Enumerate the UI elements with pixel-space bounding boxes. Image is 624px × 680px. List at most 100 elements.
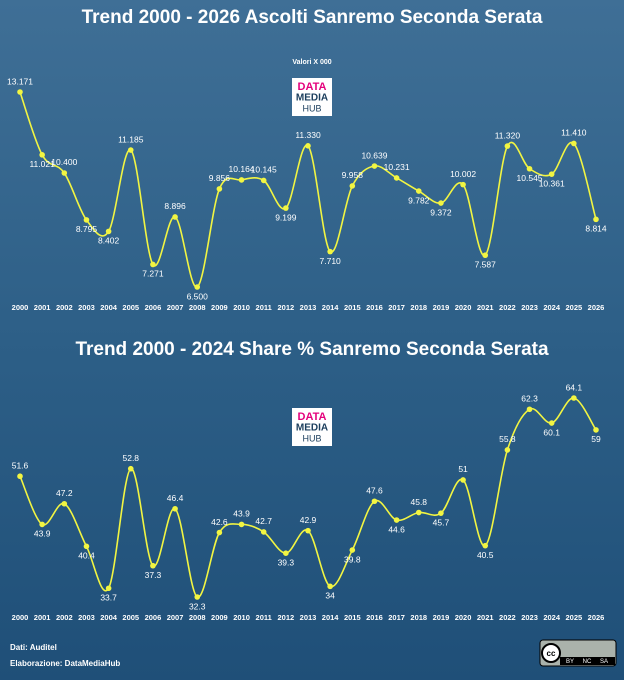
data-point	[460, 477, 466, 483]
data-point	[127, 465, 134, 472]
data-point	[17, 473, 23, 480]
logo-hub: HUB	[302, 433, 321, 443]
x-tick-label: 2011	[256, 303, 272, 312]
data-point	[39, 152, 45, 158]
data-label: 11.021	[29, 159, 55, 169]
data-label: 40.5	[477, 550, 494, 560]
data-label: 11.410	[561, 128, 587, 138]
data-label: 32.3	[189, 601, 206, 611]
badge-circle	[541, 643, 561, 663]
data-point	[194, 284, 201, 290]
x-tick-label: 2018	[410, 613, 427, 622]
data-label: 6.500	[187, 291, 209, 301]
data-point	[393, 517, 400, 523]
x-tick-label: 2003	[78, 303, 95, 312]
data-label: 9.958	[342, 170, 364, 180]
data-point	[105, 585, 112, 592]
data-point	[504, 143, 511, 149]
data-label: 13.171	[7, 76, 33, 86]
data-label: 7.587	[475, 259, 497, 269]
data-point	[482, 252, 489, 259]
chart-title: Trend 2000 - 2026 Ascolti Sanremo Second…	[82, 7, 543, 28]
logo-media: MEDIA	[296, 93, 328, 104]
x-tick-label: 2024	[543, 613, 561, 622]
license-badge: cc BY NC SA	[539, 639, 617, 667]
data-point	[349, 183, 356, 189]
data-label: 52.8	[122, 453, 139, 463]
data-point	[593, 216, 599, 223]
data-label: 10.639	[361, 150, 387, 160]
data-point	[415, 509, 422, 516]
data-point	[371, 498, 378, 505]
x-tick-label: 2015	[344, 303, 361, 312]
data-point	[327, 583, 333, 590]
data-point	[260, 177, 267, 184]
logo-media: MEDIA	[296, 423, 328, 434]
badge-sa: SA	[600, 659, 608, 665]
data-point	[305, 143, 311, 149]
data-point	[216, 186, 223, 192]
data-label: 11.330	[295, 130, 321, 140]
data-point	[504, 447, 511, 453]
data-label: 45.7	[433, 517, 450, 527]
x-tick-label: 2020	[455, 613, 472, 622]
x-tick-label: 2017	[388, 303, 405, 312]
badge-strip	[560, 657, 615, 665]
data-label: 42.9	[300, 515, 317, 525]
data-label: 8.795	[76, 224, 98, 234]
x-tick-label: 2004	[100, 303, 118, 312]
x-tick-label: 2011	[256, 613, 272, 622]
data-point	[61, 170, 68, 176]
x-tick-label: 2000	[12, 613, 29, 622]
data-label: 10.002	[450, 169, 476, 179]
x-tick-label: 2012	[278, 303, 295, 312]
data-point	[83, 543, 90, 550]
data-label: 7.271	[142, 269, 164, 279]
x-tick-label: 2001	[34, 303, 51, 312]
x-tick-label: 2004	[100, 613, 118, 622]
data-label: 10.545	[517, 173, 543, 183]
x-tick-label: 2002	[56, 303, 73, 312]
badge-cc: cc	[547, 649, 556, 658]
x-tick-label: 2022	[499, 613, 516, 622]
data-label: 43.9	[34, 529, 51, 539]
credit-note: Elaborazione: DataMediaHub	[10, 659, 120, 668]
badge-by: BY	[566, 659, 574, 665]
data-point	[238, 521, 245, 528]
data-label: 42.7	[255, 516, 272, 526]
data-point	[438, 200, 444, 206]
data-label: 46.4	[167, 493, 184, 503]
x-tick-label: 2016	[366, 303, 383, 312]
logo-data: DATA	[298, 81, 327, 93]
x-tick-label: 2010	[233, 303, 250, 312]
data-label: 62.3	[521, 394, 538, 404]
data-label: 64.1	[566, 382, 583, 392]
data-label: 10.361	[539, 178, 565, 188]
data-point	[438, 510, 444, 516]
data-point	[172, 214, 178, 220]
data-point	[260, 529, 267, 535]
data-point	[349, 547, 356, 553]
data-point	[105, 228, 112, 235]
data-point	[371, 163, 378, 169]
data-point	[238, 177, 245, 183]
data-label: 45.8	[410, 497, 427, 507]
x-tick-label: 2020	[455, 303, 472, 312]
x-tick-label: 2014	[322, 613, 340, 622]
data-point	[305, 527, 311, 534]
data-point	[283, 550, 289, 556]
x-tick-label: 2008	[189, 613, 206, 622]
source-note: Dati: Auditel	[10, 643, 57, 652]
data-point	[283, 205, 289, 211]
x-tick-label: 2024	[543, 303, 561, 312]
x-tick-label: 2014	[322, 303, 340, 312]
data-point	[415, 188, 422, 194]
data-point	[61, 500, 68, 507]
data-label: 60.1	[543, 427, 560, 437]
data-point	[172, 505, 178, 512]
data-label: 10.400	[51, 157, 77, 167]
data-label: 39.3	[278, 557, 295, 567]
data-label: 10.145	[251, 165, 277, 175]
logo-box	[292, 408, 332, 446]
